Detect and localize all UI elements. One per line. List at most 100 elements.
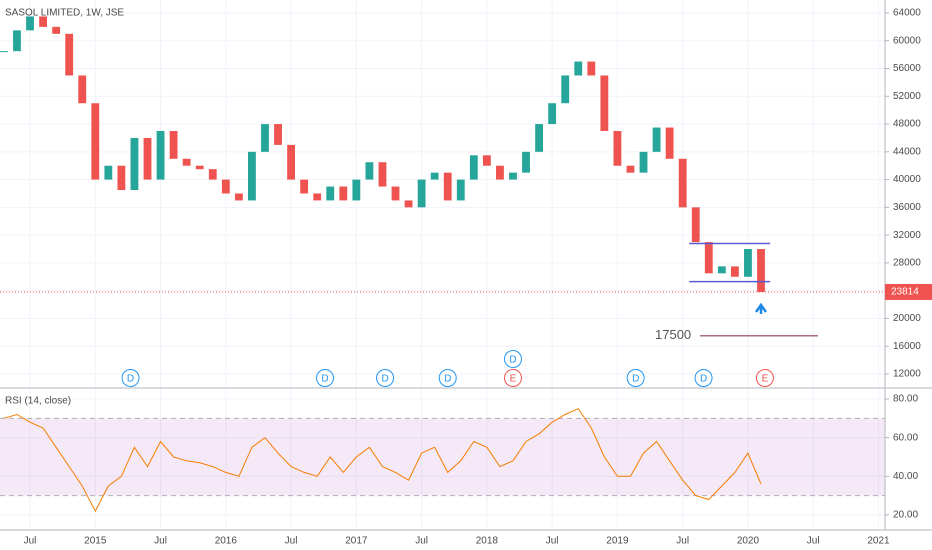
candle [117, 165, 126, 191]
candle [757, 249, 765, 292]
marks [0, 16, 765, 513]
candle [652, 127, 661, 152]
event-marker [316, 369, 335, 387]
x-tick-label: Jul [154, 536, 167, 547]
candle [248, 151, 256, 201]
candle [195, 165, 204, 170]
event-marker [503, 350, 522, 368]
x-tick-label: 2021 [867, 536, 890, 547]
y-tick-label: 12000 [893, 369, 921, 380]
y-tick-label: 36000 [893, 202, 921, 213]
y-tick-label: 16000 [893, 341, 921, 352]
candle [91, 103, 100, 180]
candle [156, 130, 165, 180]
candle [378, 162, 387, 187]
candle [417, 179, 426, 208]
candle [208, 169, 217, 180]
event-label: D [127, 374, 134, 385]
candle [39, 16, 47, 27]
last-price-label: 23814 [891, 287, 919, 298]
x-tick-label: Jul [285, 536, 298, 547]
candle [587, 61, 596, 76]
y-tick-label: 48000 [893, 119, 921, 130]
rsi-line [3, 408, 762, 513]
x-tick-label: Jul [24, 536, 37, 547]
event-marker [694, 369, 713, 387]
candle [287, 144, 295, 180]
arrow-icon [754, 302, 768, 314]
y-tick-label: 60.00 [893, 432, 918, 443]
event-label: D [321, 374, 328, 385]
candle [26, 16, 34, 31]
candle [456, 179, 465, 201]
candle [169, 130, 178, 159]
candle [717, 266, 726, 274]
candle [78, 75, 87, 104]
candle [482, 155, 491, 166]
event-label: D [509, 355, 516, 366]
candle [626, 165, 635, 173]
candle [639, 151, 648, 173]
candle [535, 124, 544, 152]
candle [496, 165, 504, 180]
x-tick-label: Jul [676, 536, 689, 547]
candle [104, 165, 113, 180]
y-tick-label: 80.00 [893, 394, 918, 405]
candle [509, 172, 517, 180]
y-tick-label: 64000 [893, 8, 921, 19]
x-tick-label: 2017 [345, 536, 368, 547]
x-tick-label: 2019 [606, 536, 629, 547]
event-marker [376, 369, 395, 387]
target-label: 17500 [655, 327, 691, 342]
candle [443, 172, 452, 201]
candle [65, 33, 74, 76]
y-tick-label: 60000 [893, 35, 921, 46]
candle [561, 75, 570, 104]
x-tick-label: 2015 [84, 536, 107, 547]
y-tick-label: 40.00 [893, 471, 918, 482]
candle [600, 75, 609, 131]
candle [300, 179, 309, 194]
candle [261, 124, 269, 152]
candle [704, 242, 713, 274]
candle [143, 137, 152, 180]
candle [130, 137, 139, 191]
event-label: E [762, 374, 769, 385]
chart-title: SASOL LIMITED, 1W, JSE [5, 8, 124, 19]
indicator-title: RSI (14, close) [5, 396, 71, 407]
candle [691, 207, 700, 243]
rsi-band [0, 418, 885, 496]
x-tick-label: 2020 [737, 536, 760, 547]
y-tick-label: 28000 [893, 258, 921, 269]
event-label: D [700, 374, 707, 385]
event-label: D [444, 374, 451, 385]
candle [13, 30, 21, 52]
y-tick-label: 56000 [893, 63, 921, 74]
event-marker [503, 369, 522, 387]
x-tick-label: 2016 [215, 536, 238, 547]
candle [744, 249, 752, 277]
candle [404, 200, 413, 208]
candle [430, 172, 439, 180]
event-label: D [632, 374, 639, 385]
candle [678, 158, 687, 208]
candle [522, 151, 530, 173]
event-marker [438, 369, 457, 387]
candle [339, 186, 348, 201]
y-tick-label: 20000 [893, 313, 921, 324]
candle [234, 193, 243, 201]
event-marker [121, 369, 140, 387]
x-tick-label: Jul [807, 536, 820, 547]
candle [52, 26, 61, 34]
last-price-tag [885, 283, 932, 300]
x-tick-label: 2018 [476, 536, 499, 547]
candle [730, 266, 739, 277]
x-tick-label: Jul [415, 536, 428, 547]
candle [352, 179, 361, 201]
y-tick-label: 20.00 [893, 510, 918, 521]
candle [665, 127, 674, 159]
y-tick-label: 40000 [893, 174, 921, 185]
candle [0, 51, 8, 53]
